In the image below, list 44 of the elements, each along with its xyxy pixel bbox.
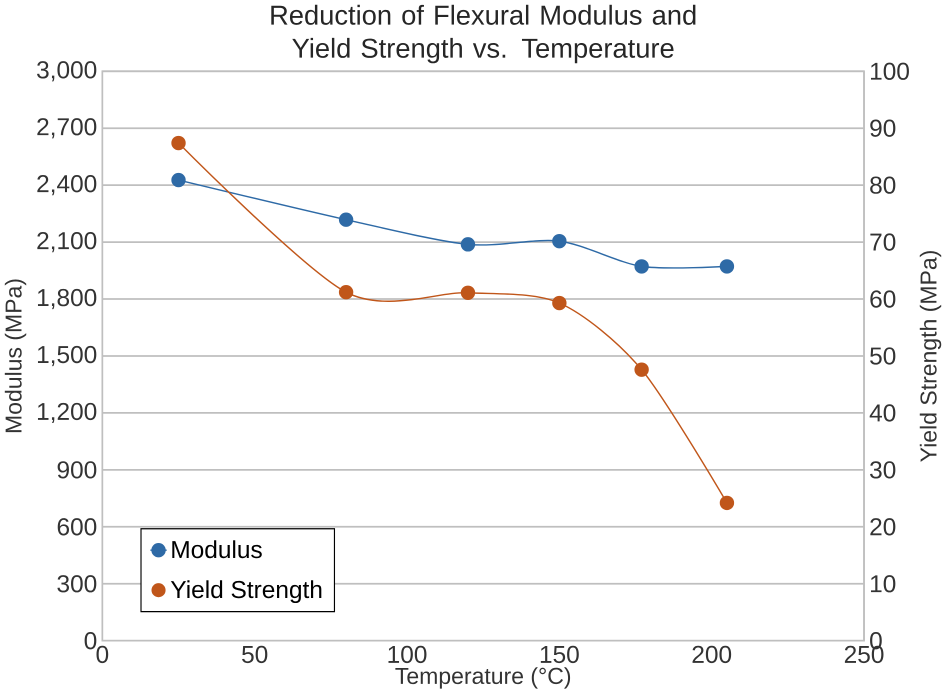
x-tick-label: 150 [540,646,579,663]
y-tick-label: 3,000 [37,60,96,82]
x-tick-label: 100 [388,646,426,663]
y2-axis-title: Yield Strength (MPa) [920,250,942,462]
y2-tick-label: 40 [870,404,896,422]
point [171,172,186,188]
y-axis-title: Modulus (MPa) [4,279,26,432]
y2-tick-label: 80 [870,176,896,194]
point [460,236,476,252]
point [720,495,734,510]
y2-tick-label: 100 [870,62,909,80]
y2-tick-label: 20 [870,518,896,536]
y-tick-label: 900 [58,461,96,478]
point [338,284,354,300]
point [552,234,567,248]
y-tick-label: 0 [84,632,96,650]
x-tick-label: 50 [242,646,268,663]
y-tick-label: 2,700 [37,118,96,138]
y-tick-label: 300 [57,574,96,592]
x-tick-label: 0 [96,646,108,663]
point [338,212,354,227]
point [634,362,649,377]
legend-label: Yield Strength [170,580,322,603]
y2-tick-label: 50 [870,347,896,364]
y2-tick-label: 60 [870,290,896,308]
point [634,258,649,274]
chart-title: Reduction of Flexural Modulus and Yield Strength vs. Temperature [271,4,696,64]
point [460,285,476,300]
point [720,258,734,274]
y2-tick-label: 30 [870,460,896,478]
y-tick-label: 1,800 [38,288,96,309]
y2-tick-label: 90 [870,119,896,137]
y2-tick-label: 10 [870,574,896,592]
y2-tick-label: 70 [870,233,896,251]
x-tick-label: 200 [692,646,732,663]
y-tick-label: 1,500 [38,346,96,366]
x-axis-title: Temperature (°C) [395,666,570,688]
y-tick-label: 1,200 [38,402,96,423]
y-tick-label: 2,100 [37,232,96,252]
y-tick-label: 600 [58,518,96,536]
point [552,296,567,310]
legend-label: Modulus [172,540,262,558]
y-tick-label: 2,400 [37,174,96,196]
point [171,136,186,150]
